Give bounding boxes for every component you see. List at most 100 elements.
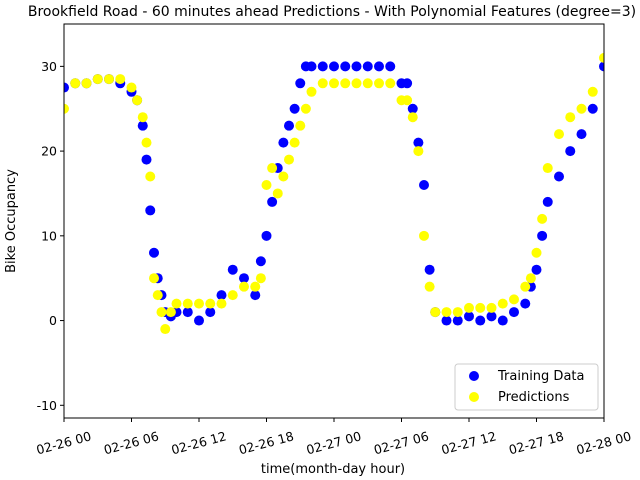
data-point [141,154,152,165]
data-point [306,86,317,97]
data-point [126,82,137,93]
data-point [413,137,424,148]
legend-label-predictions: Predictions [498,390,570,405]
data-point [182,298,193,309]
x-axis: 02-26 00 02-26 06 02-26 12 02-26 18 02-27 00… [35,418,633,457]
data-point [306,61,317,72]
data-point [216,290,227,301]
y-tick-label: 10 [41,228,57,243]
data-point [250,281,261,292]
x-tick-label: 02-26 06 [102,428,160,457]
data-point [497,298,508,309]
data-point [149,273,159,284]
data-point [104,74,114,85]
data-point [407,112,418,123]
data-point [205,307,216,318]
data-point [255,273,266,284]
data-point [531,247,542,258]
data-point [576,129,587,140]
data-point [340,61,351,72]
data-point [92,74,103,85]
legend-label-training: Training Data [497,369,584,384]
data-point [272,188,283,199]
data-point [300,103,311,114]
data-point [509,307,519,318]
data-point [284,154,294,165]
x-tick-label: 02-26 00 [35,428,93,457]
data-point [216,298,227,309]
data-point [255,256,266,267]
data-point [542,196,553,207]
legend-box [454,363,599,411]
y-axis-label: Bike Occupancy [4,169,19,273]
data-point [317,61,328,72]
chart-title: Brookfield Road - 60 minutes ahead Predi… [28,4,636,20]
data-points-layer [64,52,604,335]
data-point [385,78,396,89]
data-point [537,213,548,224]
data-point [340,78,351,89]
data-point [132,95,143,106]
data-point [250,290,261,301]
data-point [278,137,289,148]
data-point [329,61,339,72]
data-point [145,205,156,216]
data-point [475,302,486,313]
series-predictions [64,52,604,335]
x-tick-label: 02-27 00 [305,428,363,457]
data-point [419,179,429,190]
data-point [441,307,452,318]
x-tick-label: 02-27 06 [372,428,430,457]
data-point [452,315,463,326]
x-axis-label: time(month-day hour) [261,462,405,477]
data-point [227,290,238,301]
data-point [295,120,306,131]
y-tick-label: 0 [49,313,57,328]
data-point [424,281,435,292]
y-tick-label: 30 [41,59,57,74]
data-point [599,61,604,72]
data-point [385,61,396,72]
data-point [599,52,604,63]
legend: Training Data Predictions [454,363,599,411]
data-point [81,78,92,89]
data-point [152,290,163,301]
data-point [374,78,384,89]
data-point [475,315,486,326]
data-point [441,315,452,326]
data-point [171,298,182,309]
data-point [402,95,413,106]
data-point [531,264,542,275]
legend-marker-predictions [469,392,479,402]
x-tick-label: 02-27 18 [507,428,565,457]
data-point [137,120,148,131]
data-point [464,311,474,322]
data-point [509,294,519,305]
data-point [160,324,171,335]
data-point [289,103,300,114]
data-point [362,78,373,89]
data-point [284,120,294,131]
data-point [267,196,278,207]
data-point [542,163,553,174]
y-tick-label: -10 [37,398,57,413]
data-point [165,307,176,318]
data-point [430,307,441,318]
data-point [374,61,384,72]
data-point [351,78,362,89]
data-point [289,137,300,148]
data-point [115,74,126,85]
data-point [205,298,216,309]
data-point [137,112,148,123]
data-point [182,307,193,318]
data-point [145,171,156,182]
data-point [149,247,159,258]
data-point [141,137,152,148]
data-point [587,86,598,97]
data-point [362,61,373,72]
data-point [239,273,249,284]
data-point [576,103,587,114]
x-tick-label: 02-28 00 [575,428,633,457]
data-point [413,146,424,157]
